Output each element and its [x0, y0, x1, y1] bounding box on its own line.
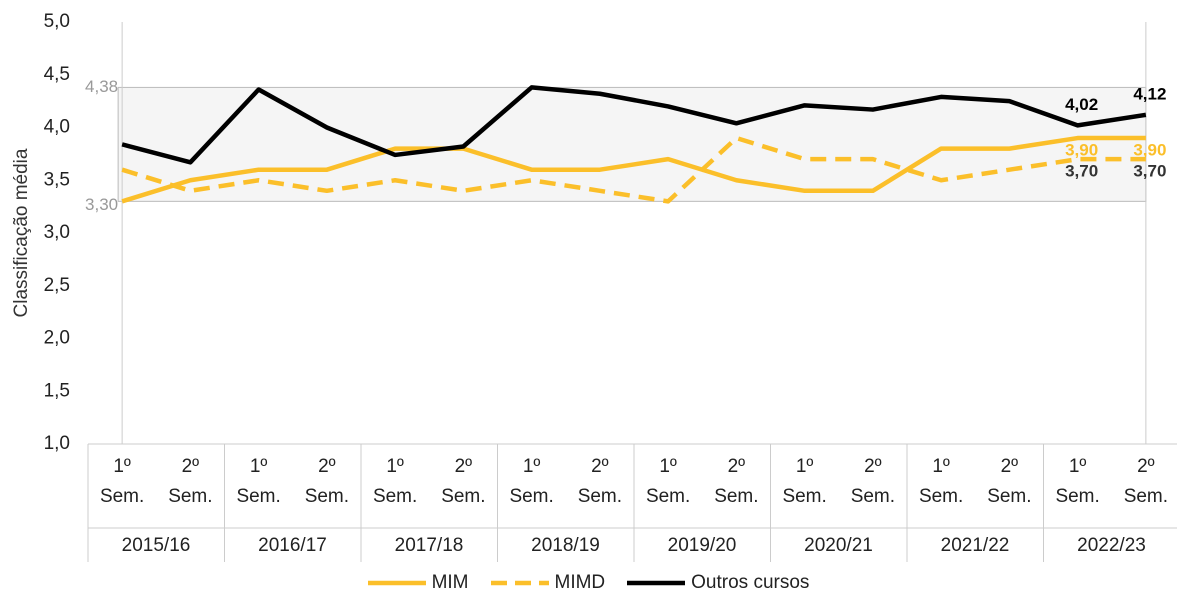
group-label: 2015/16 — [121, 535, 191, 556]
y-tick-label: 1,5 — [44, 380, 70, 401]
y-tick-label: 5,0 — [44, 11, 70, 32]
x-tick-label: 1º Sem. — [509, 456, 554, 507]
x-tick-label: 1º Sem. — [1055, 456, 1100, 507]
y-tick-label: 4,5 — [44, 64, 70, 85]
legend-item: Outros cursos — [627, 572, 809, 594]
legend-label: MIMD — [554, 572, 606, 593]
x-tick-label: 1º Sem. — [645, 456, 691, 507]
x-tick-label: 2º Sem. — [714, 456, 759, 507]
data-label: 3,90 — [1133, 141, 1166, 160]
series-line — [121, 85, 1147, 165]
y-tick-label: 2,0 — [44, 328, 70, 349]
group-label: 2020/21 — [804, 535, 873, 556]
group-label: 2018/19 — [531, 535, 600, 556]
y-tick-label: 3,0 — [44, 222, 70, 243]
x-tick-label: 1º Sem. — [372, 456, 418, 507]
group-label: 2017/18 — [394, 535, 464, 556]
y-axis-label: Classificação média — [11, 148, 32, 317]
x-tick-label: 1º Sem. — [782, 456, 827, 507]
band-label: 3,30 — [85, 195, 118, 214]
x-tick-label: 2º Sem. — [304, 456, 350, 507]
data-label: 4,02 — [1065, 95, 1098, 114]
x-tick-label: 2º Sem. — [1123, 456, 1169, 507]
series-line — [121, 135, 1146, 204]
y-tick-label: 1,0 — [44, 433, 70, 454]
y-tick-label: 4,0 — [44, 117, 70, 138]
x-tick-label: 1º Sem. — [236, 456, 281, 507]
y-tick-label: 3,5 — [44, 169, 70, 190]
legend-item: MIMD — [490, 572, 606, 594]
x-tick-label: 2º Sem. — [577, 456, 623, 507]
legend-swatch — [490, 580, 549, 586]
legend-swatch — [367, 580, 426, 586]
data-label: 3,90 — [1065, 141, 1098, 160]
x-tick-label: 1º Sem. — [918, 456, 964, 507]
x-tick-label: 2º Sem. — [850, 456, 896, 507]
legend-item: MIM — [367, 572, 469, 594]
x-tick-label: 2º Sem. — [168, 456, 213, 507]
group-label: 2016/17 — [258, 535, 327, 556]
y-tick-label: 2,5 — [44, 275, 70, 296]
series-line — [121, 135, 1146, 204]
x-tick-label: 2º Sem. — [987, 456, 1032, 507]
group-label: 2021/22 — [940, 535, 1010, 556]
data-label: 3,70 — [1133, 162, 1166, 181]
data-label: 4,12 — [1133, 84, 1166, 103]
legend-label: Outros cursos — [691, 572, 810, 593]
band-label: 4,38 — [85, 77, 118, 96]
legend-label: MIM — [431, 572, 469, 593]
x-tick-label: 2º Sem. — [441, 456, 486, 507]
legend: MIM MIMD Outros cursos — [0, 572, 1177, 594]
group-label: 2022/23 — [1077, 535, 1146, 556]
legend-swatch — [627, 580, 686, 586]
data-label: 3,70 — [1065, 162, 1098, 181]
group-label: 2019/20 — [667, 535, 737, 556]
x-tick-label: 1º Sem. — [99, 456, 145, 507]
